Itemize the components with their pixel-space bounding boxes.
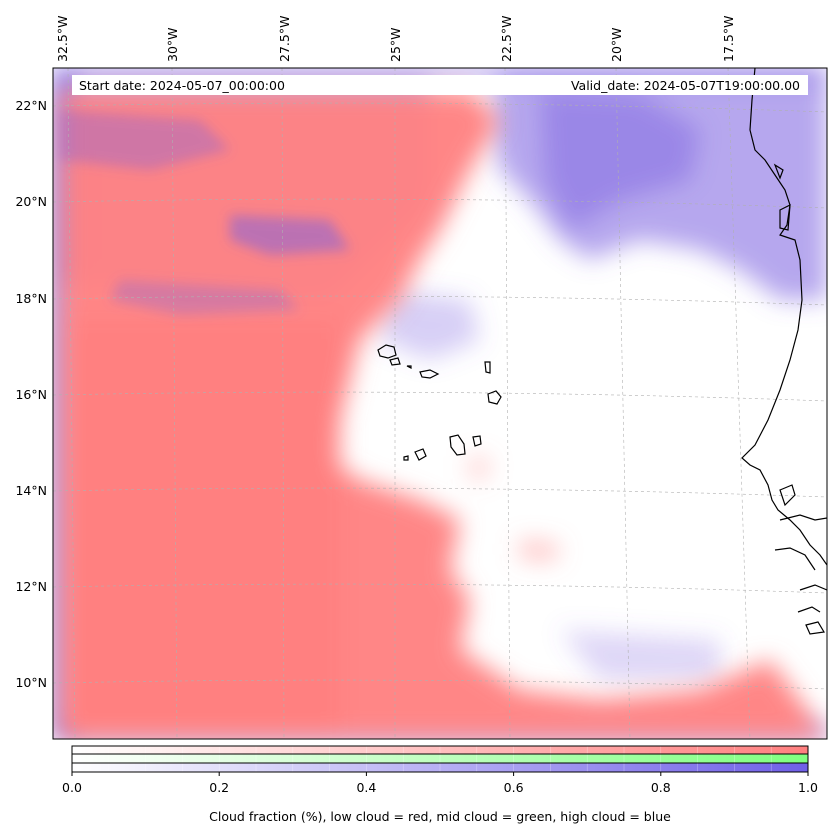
mixed-cloud-streaks: [60, 110, 350, 315]
colorbar-tick-labels: 0.0 0.2 0.4 0.6 0.8 1.0: [62, 780, 818, 795]
cloud-field: Start date: 2024-05-07_00:00:00 Valid_da…: [53, 68, 827, 739]
colorbar-frame: [71, 745, 809, 773]
colorbar-tick-label: 1.0: [798, 780, 818, 795]
colorbar-tick-label: 0.8: [651, 780, 671, 795]
colorbar-tick-label: 0.0: [62, 780, 82, 795]
lon-label-20w: 20°W: [609, 27, 624, 62]
map-frame: [52, 67, 828, 740]
lat-label-10n: 10°N: [15, 675, 47, 690]
start-date-label: Start date: 2024-05-07_00:00:00: [79, 78, 285, 93]
colorbar-tick-label: 0.6: [504, 780, 524, 795]
colorbar-tick-label: 0.2: [209, 780, 229, 795]
lat-label-12n: 12°N: [15, 579, 47, 594]
lon-label-32-5w: 32.5°W: [55, 16, 70, 62]
coastline: [741, 68, 827, 635]
africa-coastline: [741, 68, 827, 566]
date-banner: [72, 75, 808, 95]
colorbar-level-lines: [108, 746, 772, 772]
colorbar: 0.0 0.2 0.4 0.6 0.8 1.0 Cloud fraction (%), l…: [62, 745, 818, 824]
low-cloud-layer: [60, 90, 827, 739]
cape-verde-islands: [377, 344, 502, 461]
lon-label-22-5w: 22.5°W: [499, 16, 514, 62]
lon-label-27-5w: 27.5°W: [277, 16, 292, 62]
lat-label-22n: 22°N: [15, 98, 47, 113]
lon-label-25w: 25°W: [388, 27, 403, 62]
colorbar-label: Cloud fraction (%), low cloud = red, mid…: [209, 809, 671, 824]
lat-label-20n: 20°N: [15, 194, 47, 209]
latitude-labels: 22°N 20°N 18°N 16°N 14°N 12°N 10°N: [15, 98, 47, 690]
lat-label-18n: 18°N: [15, 291, 47, 306]
longitude-labels: 32.5°W 30°W 27.5°W 25°W 22.5°W 20°W 17.5…: [55, 16, 736, 62]
lon-label-17-5w: 17.5°W: [721, 16, 736, 62]
lon-label-30w: 30°W: [165, 27, 180, 62]
colorbar-tick-label: 0.4: [356, 780, 376, 795]
lat-label-16n: 16°N: [15, 387, 47, 402]
valid-date-label: Valid_date: 2024-05-07T19:00:00.00: [571, 78, 800, 93]
lat-label-14n: 14°N: [15, 483, 47, 498]
graticule: [53, 68, 827, 739]
